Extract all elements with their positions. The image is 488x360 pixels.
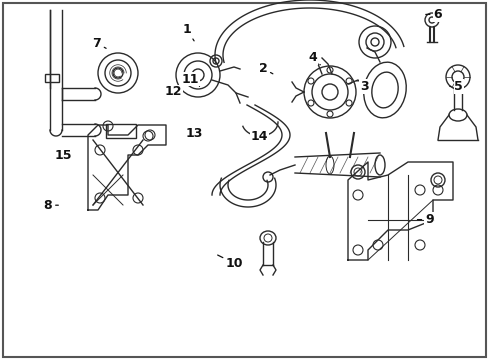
Text: 10: 10 (217, 255, 243, 270)
Text: 12: 12 (164, 85, 182, 98)
Text: 1: 1 (182, 23, 194, 41)
Text: 9: 9 (417, 213, 433, 226)
Text: 11: 11 (182, 73, 199, 86)
Text: 14: 14 (250, 130, 267, 143)
Bar (106, 124, 136, 138)
Text: 13: 13 (185, 127, 203, 140)
Bar (45, 74, 59, 82)
Text: 6: 6 (425, 8, 441, 21)
Text: 15: 15 (55, 149, 72, 162)
Text: 4: 4 (308, 51, 320, 65)
Text: 5: 5 (449, 80, 462, 93)
Text: 7: 7 (92, 37, 106, 50)
Text: 8: 8 (43, 199, 58, 212)
Text: 2: 2 (258, 62, 272, 75)
Text: 3: 3 (356, 80, 368, 93)
